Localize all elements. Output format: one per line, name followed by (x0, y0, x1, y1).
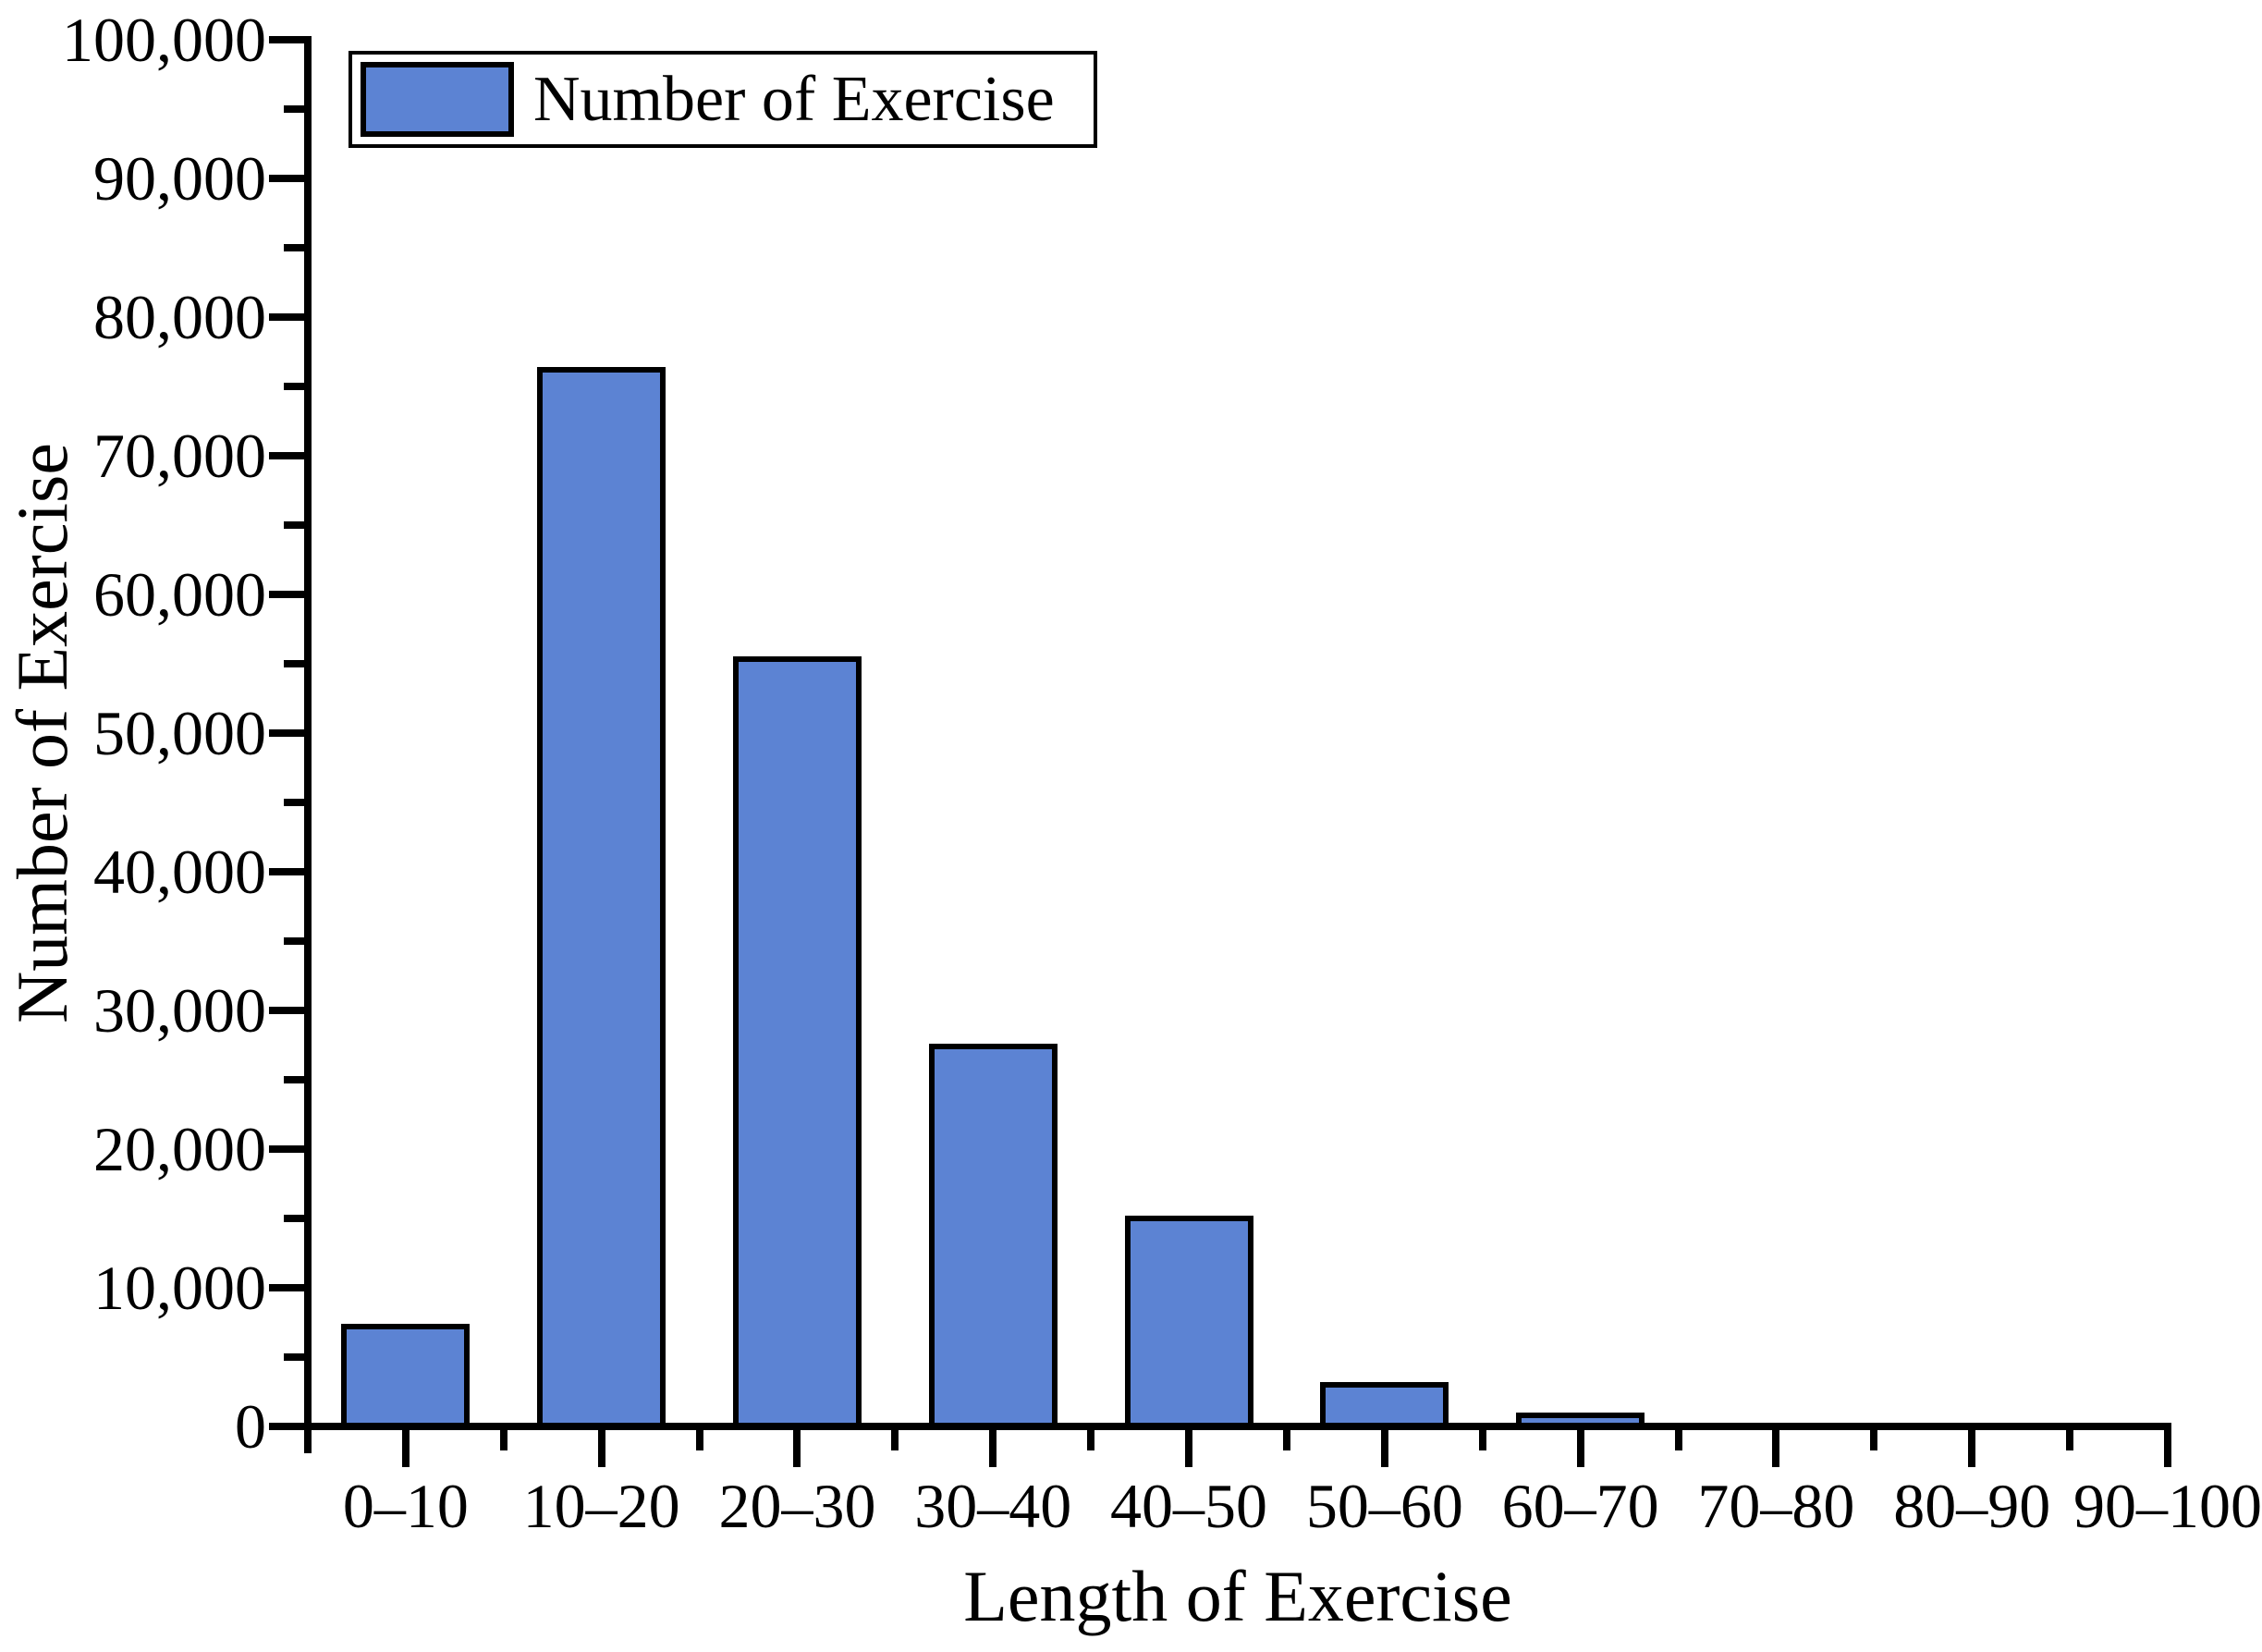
y-major-tick (269, 868, 312, 875)
y-tick-label: 100,000 (62, 5, 266, 75)
x-minor-tick (1282, 1426, 1290, 1450)
legend-label: Number of Exercise (533, 64, 1055, 135)
x-tick-label: 40–50 (1110, 1471, 1268, 1541)
x-tick-label: 20–30 (718, 1471, 876, 1541)
y-major-tick (269, 1284, 312, 1291)
y-major-tick (269, 1145, 312, 1153)
y-major-tick (269, 591, 312, 598)
y-tick-label: 30,000 (93, 975, 266, 1046)
y-tick-label: 0 (235, 1391, 266, 1462)
x-major-tick (1576, 1426, 1584, 1467)
y-minor-tick (284, 383, 312, 390)
x-tick-label: 10–20 (522, 1471, 680, 1541)
y-major-tick (269, 452, 312, 459)
y-tick-label: 70,000 (93, 421, 266, 491)
y-major-tick (269, 1423, 312, 1430)
y-major-tick (269, 36, 312, 43)
x-tick-label: 70–80 (1697, 1471, 1855, 1541)
y-minor-tick (284, 1353, 312, 1361)
y-major-tick (269, 175, 312, 182)
x-minor-tick (499, 1426, 507, 1450)
x-minor-tick (891, 1426, 899, 1450)
y-tick-label: 80,000 (93, 282, 266, 352)
x-minor-tick (1087, 1426, 1095, 1450)
y-tick-label: 10,000 (93, 1253, 266, 1323)
y-minor-tick (284, 105, 312, 113)
x-major-tick (793, 1426, 801, 1467)
x-axis-title: Length of Exercise (963, 1556, 1512, 1636)
x-major-tick (1772, 1426, 1780, 1467)
bar-20–30 (733, 656, 862, 1430)
y-major-tick (269, 313, 312, 321)
x-major-tick (989, 1426, 997, 1467)
x-major-tick (597, 1426, 605, 1467)
y-minor-tick (284, 521, 312, 529)
x-major-tick (2164, 1426, 2171, 1467)
y-tick-label: 20,000 (93, 1114, 266, 1184)
y-major-tick (269, 729, 312, 737)
y-minor-tick (284, 660, 312, 667)
x-tick-label: 80–90 (1893, 1471, 2051, 1541)
x-minor-tick (1478, 1426, 1486, 1450)
y-axis-title: Number of Exercise (2, 442, 82, 1024)
bar-10–20 (537, 367, 666, 1430)
y-minor-tick (284, 799, 312, 806)
x-tick-label: 60–70 (1501, 1471, 1659, 1541)
x-major-tick (1380, 1426, 1388, 1467)
y-tick-label: 60,000 (93, 559, 266, 630)
x-minor-tick (1870, 1426, 1878, 1450)
legend-swatch (361, 62, 514, 137)
x-tick-label: 0–10 (342, 1471, 469, 1541)
x-tick-label: 50–60 (1305, 1471, 1463, 1541)
bar-40–50 (1125, 1216, 1253, 1430)
x-major-tick (401, 1426, 410, 1467)
bar-0–10 (341, 1324, 470, 1430)
x-axis-line (304, 1423, 2171, 1430)
y-minor-tick (284, 937, 312, 945)
bar-30–40 (929, 1044, 1058, 1430)
x-minor-tick (2066, 1426, 2074, 1450)
x-minor-tick (695, 1426, 703, 1450)
x-tick-label: 90–100 (2073, 1471, 2262, 1541)
y-tick-label: 40,000 (93, 837, 266, 907)
y-axis-line (304, 36, 312, 1453)
y-tick-label: 50,000 (93, 698, 266, 768)
x-major-tick (1968, 1426, 1976, 1467)
y-tick-label: 90,000 (93, 143, 266, 214)
y-minor-tick (284, 244, 312, 251)
x-major-tick (1185, 1426, 1193, 1467)
y-minor-tick (284, 1076, 312, 1083)
x-tick-label: 30–40 (914, 1471, 1072, 1541)
legend: Number of Exercise (348, 51, 1097, 148)
y-major-tick (269, 1007, 312, 1014)
y-minor-tick (284, 1215, 312, 1222)
x-minor-tick (1674, 1426, 1682, 1450)
